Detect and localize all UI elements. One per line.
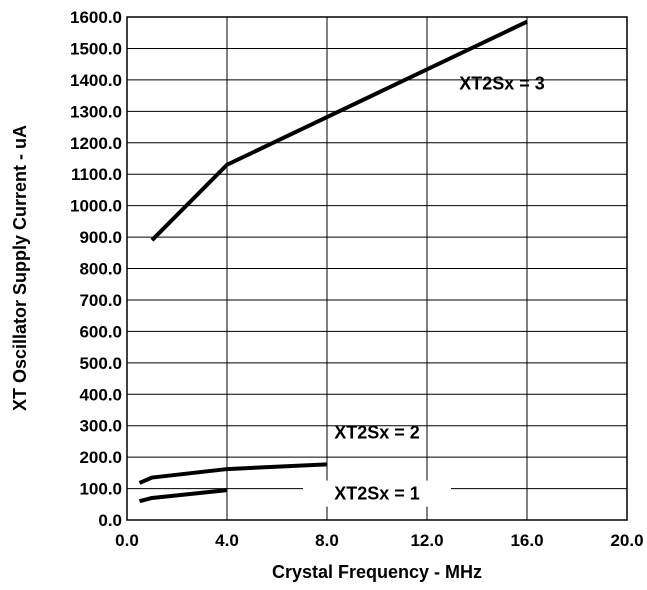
plot-frame [126,16,628,521]
y-tick-labels: 0.0 100.0 200.0 300.0 400.0 500.0 600.0 700.0 80… [70,8,122,530]
series-label-2: XT2Sx = 2 [334,422,420,442]
x-tick-label: 12.0 [410,531,443,550]
y-tick-label: 200.0 [79,448,122,467]
y-tick-label: 1100.0 [71,165,122,184]
y-tick-label: 1500.0 [70,39,122,58]
series-label-1: XT2Sx = 3 [459,73,545,93]
y-tick-label: 500.0 [79,354,122,373]
y-tick-label: 1300.0 [70,102,122,121]
x-tick-label: 20.0 [610,531,643,550]
series-labels: XT2Sx = 3 XT2Sx = 2 XT2Sx = 1 [303,73,545,507]
y-tick-label: 300.0 [79,417,122,436]
y-axis-label: XT Oscillator Supply Current - uA [10,125,30,411]
x-tick-label: 0.0 [115,531,139,550]
y-tick-label: 800.0 [79,260,122,279]
series-line-3 [139,488,228,504]
series-label-backdrop [303,480,451,507]
x-axis-label: Crystal Frequency - MHz [272,562,482,582]
y-tick-label: 0.0 [98,511,122,530]
x-tick-label: 8.0 [315,531,339,550]
x-tick-labels: 0.0 4.0 8.0 12.0 16.0 20.0 [115,531,643,550]
y-tick-label: 900.0 [79,228,122,247]
y-tick-label: 700.0 [79,291,122,310]
y-tick-label: 600.0 [79,322,122,341]
y-tick-label: 1000.0 [70,197,122,216]
series-layer [138,19,528,504]
y-tick-label: 1200.0 [70,134,122,153]
x-tick-label: 4.0 [215,531,239,550]
x-tick-label: 16.0 [510,531,543,550]
y-tick-label: 1600.0 [70,8,122,27]
series-line-2 [138,462,328,485]
y-tick-label: 400.0 [79,385,122,404]
y-tick-label: 100.0 [79,480,122,499]
series-line-1 [150,19,528,242]
series-label-3: XT2Sx = 1 [334,484,420,504]
y-tick-label: 1400.0 [70,71,122,90]
